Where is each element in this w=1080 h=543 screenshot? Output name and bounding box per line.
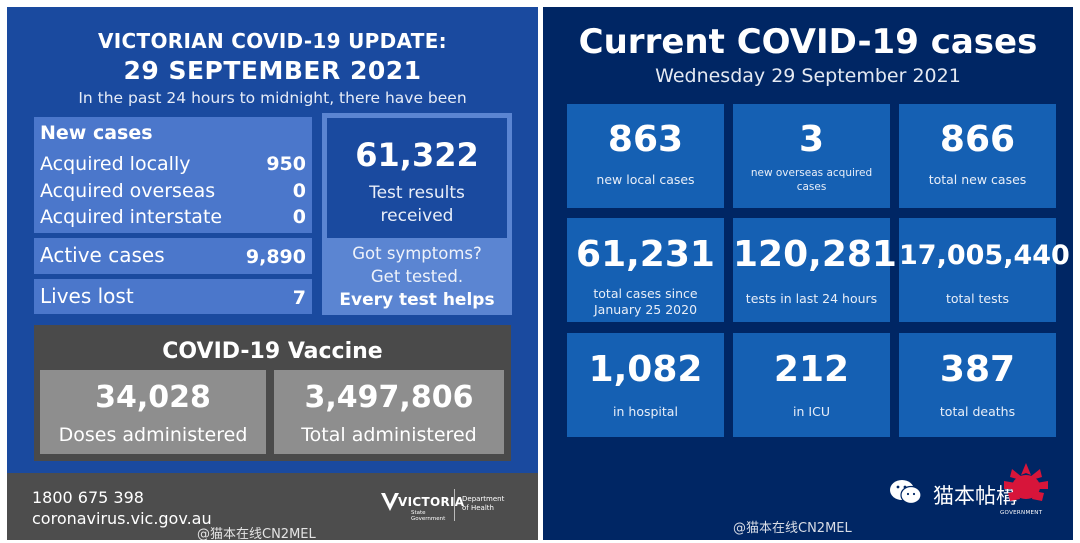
tile-in-icu: 212 in ICU bbox=[733, 333, 890, 437]
dept-line1: Department bbox=[462, 495, 505, 503]
tile-value: 1,082 bbox=[588, 349, 703, 390]
lives-lost-label: Lives lost bbox=[40, 284, 134, 308]
case-value-overseas: 0 bbox=[292, 180, 306, 202]
symptoms-line1: Got symptoms? bbox=[352, 244, 482, 263]
website-url: coronavirus.vic.gov.au bbox=[32, 509, 212, 528]
tile-total-deaths: 387 total deaths bbox=[899, 333, 1056, 437]
victoria-chevron-icon bbox=[381, 493, 399, 511]
tile-total-new-cases: 866 total new cases bbox=[899, 104, 1056, 208]
hotline-number: 1800 675 398 bbox=[32, 488, 144, 507]
tile-value: 863 bbox=[607, 119, 684, 160]
tile-label: new local cases bbox=[596, 172, 695, 187]
tile-total-tests: 17,005,440 total tests bbox=[899, 218, 1070, 322]
test-results-box: 61,322 Test results received Got symptom… bbox=[322, 113, 512, 315]
department-of-health: Department of Health bbox=[462, 495, 504, 513]
case-label-overseas: Acquired overseas bbox=[40, 180, 216, 202]
vic-title-date: 29 SEPTEMBER 2021 bbox=[123, 56, 422, 85]
tile-value: 212 bbox=[773, 349, 850, 390]
every-test-helps: Every test helps bbox=[339, 290, 495, 310]
tile-value: 17,005,440 bbox=[899, 240, 1070, 271]
nsw-waratah-icon bbox=[1004, 463, 1048, 501]
nsw-date: Wednesday 29 September 2021 bbox=[655, 65, 961, 87]
tile-label-line1: new overseas acquired bbox=[750, 167, 873, 179]
test-results-label: Test results received bbox=[327, 182, 507, 228]
lives-lost-value: 7 bbox=[292, 287, 306, 309]
test-results-label-line2: received bbox=[380, 206, 454, 226]
vaccine-title: COVID-19 Vaccine bbox=[162, 339, 383, 364]
dept-line2: of Health bbox=[462, 504, 494, 512]
test-results-value: 61,322 bbox=[355, 136, 479, 174]
tile-label-line2: January 25 2020 bbox=[593, 302, 698, 317]
doses-administered-value: 34,028 bbox=[95, 380, 211, 415]
vaccine-section: COVID-19 Vaccine 34,028 Doses administer… bbox=[34, 325, 511, 461]
case-label-local: Acquired locally bbox=[40, 153, 191, 175]
victoria-logo-text: VICTORIA bbox=[398, 495, 465, 509]
victoria-logo-subtext: State Government bbox=[411, 510, 445, 522]
case-value-local: 950 bbox=[266, 153, 306, 175]
tile-label-line2: cases bbox=[796, 181, 827, 193]
tile-label: in ICU bbox=[793, 404, 830, 419]
total-administered-label: Total administered bbox=[301, 424, 477, 446]
nsw-cases-panel: Current COVID-19 cases Wednesday 29 Sept… bbox=[543, 7, 1073, 540]
total-administered-value: 3,497,806 bbox=[304, 380, 474, 415]
victoria-government-logo: VICTORIA State Government bbox=[380, 487, 464, 523]
case-value-interstate: 0 bbox=[292, 206, 306, 228]
active-cases-label: Active cases bbox=[40, 243, 165, 267]
case-label-interstate: Acquired interstate bbox=[40, 206, 223, 228]
victoria-update-panel: VICTORIAN COVID-19 UPDATE: 29 SEPTEMBER … bbox=[7, 7, 538, 540]
doses-administered-cell: 34,028 Doses administered bbox=[40, 370, 266, 454]
tile-total-cases-since: 61,231 total cases since January 25 2020 bbox=[567, 218, 724, 322]
total-administered-cell: 3,497,806 Total administered bbox=[274, 370, 504, 454]
tile-value: 3 bbox=[798, 119, 825, 160]
vic-title-line1: VICTORIAN COVID-19 UPDATE: bbox=[98, 29, 447, 53]
vic-footer: 1800 675 398 coronavirus.vic.gov.au @猫本在… bbox=[7, 473, 538, 540]
tile-label: new overseas acquired cases bbox=[733, 166, 890, 194]
active-cases-box: Active cases 9,890 bbox=[34, 238, 312, 274]
new-cases-heading: New cases bbox=[40, 122, 153, 144]
tile-value: 387 bbox=[939, 349, 1016, 390]
lives-lost-box: Lives lost 7 bbox=[34, 279, 312, 314]
new-cases-box: New cases Acquired locally 950 Acquired … bbox=[34, 117, 312, 233]
tile-label: total tests bbox=[945, 291, 1010, 306]
wechat-icon bbox=[890, 480, 922, 505]
tile-label: in hospital bbox=[613, 404, 678, 419]
tile-value: 61,231 bbox=[576, 234, 715, 275]
wechat-account-name: 猫本帖構 bbox=[933, 484, 1017, 508]
active-cases-value: 9,890 bbox=[245, 246, 306, 268]
tile-label: total deaths bbox=[939, 404, 1016, 419]
tile-label: tests in last 24 hours bbox=[745, 291, 878, 306]
test-results-label-line1: Test results bbox=[369, 183, 465, 203]
logo-sub-line2: Government bbox=[411, 516, 446, 522]
tile-label: total cases since January 25 2020 bbox=[567, 286, 724, 318]
symptoms-line2: Get tested. bbox=[370, 267, 464, 286]
nsw-government-text: GOVERNMENT bbox=[1000, 510, 1043, 516]
tile-value: 866 bbox=[939, 119, 1016, 160]
weibo-watermark: @猫本在线CN2MEL bbox=[733, 521, 852, 536]
tile-new-local-cases: 863 new local cases bbox=[567, 104, 724, 208]
tile-label-line1: total cases since bbox=[593, 286, 698, 301]
tile-value: 120,281 bbox=[733, 234, 897, 275]
tile-new-overseas-cases: 3 new overseas acquired cases bbox=[733, 104, 890, 208]
tile-tests-last-24h: 120,281 tests in last 24 hours bbox=[733, 218, 897, 322]
logo-sub-line1: State bbox=[411, 510, 426, 516]
weibo-watermark: @猫本在线CN2MEL bbox=[197, 527, 316, 540]
test-results-inner: 61,322 Test results received bbox=[327, 118, 507, 238]
tile-label: total new cases bbox=[928, 172, 1027, 187]
symptoms-text: Got symptoms? Get tested. bbox=[322, 242, 512, 288]
tile-in-hospital: 1,082 in hospital bbox=[567, 333, 724, 437]
nsw-title: Current COVID-19 cases bbox=[578, 22, 1038, 62]
vic-intro-text: In the past 24 hours to midnight, there … bbox=[78, 89, 467, 107]
doses-administered-label: Doses administered bbox=[58, 424, 248, 446]
logo-divider bbox=[454, 489, 455, 521]
